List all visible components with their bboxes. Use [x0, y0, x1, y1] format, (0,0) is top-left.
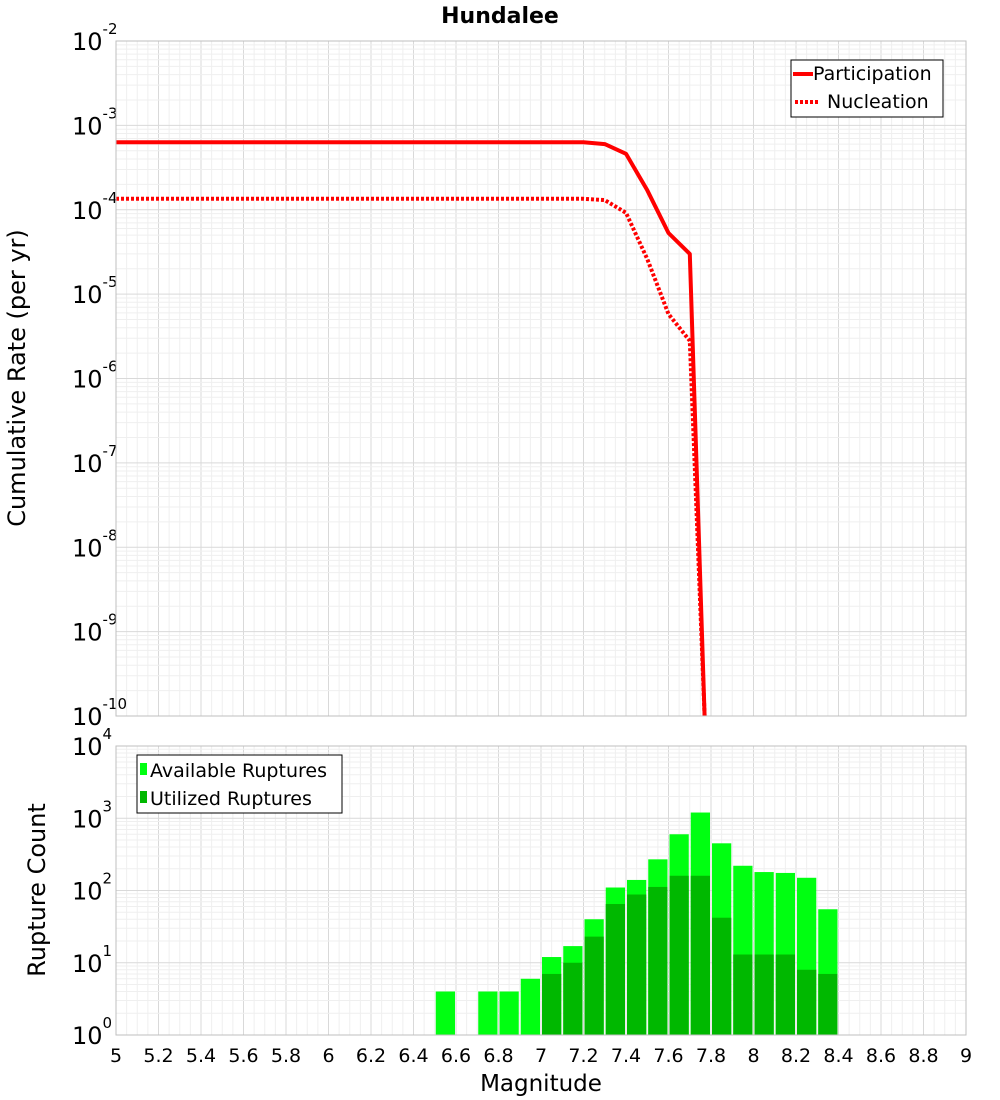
bar-available: [520, 978, 540, 1035]
rate-legend-box: [790, 59, 944, 118]
rate-y-axis: 10-2 10-3 10-4 10-5 10-6 10-7 10-8 10-9 10-10: [72, 20, 127, 731]
rate-y-tick-label: 10-9: [72, 611, 118, 647]
rate-y-tick-label: 10-10: [72, 695, 127, 731]
x-tick-label: 7.4: [611, 1045, 641, 1067]
bar-utilized: [669, 875, 689, 1035]
count-legend: Available Ruptures Utilized Ruptures: [136, 754, 343, 814]
bar-utilized: [648, 886, 668, 1035]
count-y-axis-label: Rupture Count: [23, 803, 51, 977]
rate-plot-frame: [115, 40, 967, 717]
x-tick-label: 5.4: [186, 1045, 216, 1067]
x-tick-label: 7.6: [653, 1045, 683, 1067]
x-tick-label: 5.8: [271, 1045, 301, 1067]
x-tick-label: 9: [960, 1045, 972, 1067]
legend-participation-label: Participation: [813, 63, 932, 85]
count-y-tick-label: 101: [72, 942, 112, 978]
count-y-tick-label: 102: [72, 870, 112, 906]
rate-y-tick-label: 10-5: [72, 273, 118, 309]
legend-utilized-swatch: [140, 791, 147, 803]
x-tick-label: 8.6: [866, 1045, 896, 1067]
nucleation-line: [116, 196, 707, 717]
legend-available-label: Available Ruptures: [150, 760, 327, 782]
rate-plot-grid: [115, 41, 967, 717]
bar-utilized: [605, 904, 625, 1035]
bar-utilized: [797, 969, 817, 1035]
chart-title: Hundalee: [441, 4, 559, 29]
x-tick-label: 5.6: [228, 1045, 258, 1067]
bar-utilized: [690, 875, 710, 1035]
bar-utilized: [733, 954, 753, 1035]
count-y-tick-label: 103: [72, 797, 112, 833]
x-tick-label: 6: [322, 1045, 334, 1067]
rate-legend: Participation Nucleation: [790, 59, 944, 118]
x-tick-label: 7: [535, 1045, 547, 1067]
count-y-tick-label: 104: [72, 725, 112, 761]
rate-y-tick-label: 10-6: [72, 358, 118, 394]
count-y-axis: 104 103 102 101 100: [72, 725, 112, 1050]
legend-utilized-label: Utilized Ruptures: [150, 788, 312, 810]
bar-utilized: [754, 954, 774, 1035]
bar-utilized: [563, 962, 583, 1035]
rate-y-tick-label: 10-2: [72, 20, 118, 56]
count-legend-box: [136, 754, 343, 814]
x-tick-label: 6.4: [398, 1045, 428, 1067]
x-axis-label: Magnitude: [480, 1071, 602, 1097]
bar-utilized: [775, 954, 795, 1035]
bar-utilized: [627, 894, 647, 1035]
rate-y-tick-label: 10-8: [72, 526, 118, 562]
bar-utilized: [818, 973, 838, 1035]
count-plot-frame: [115, 745, 967, 1036]
x-tick-label: 5.2: [143, 1045, 173, 1067]
bar-available: [499, 991, 519, 1035]
magnitude-x-axis: 5 5.2 5.4 5.6 5.8 6 6.2 6.4 6.6 6.8 7 7.2 7.4 7.6 7.8 8…: [110, 1045, 972, 1067]
participation-line: [116, 140, 707, 717]
x-tick-label: 5: [110, 1045, 122, 1067]
x-tick-label: 7.2: [568, 1045, 598, 1067]
bar-available: [435, 991, 455, 1035]
legend-available-swatch: [140, 763, 147, 775]
x-tick-label: 6.2: [356, 1045, 386, 1067]
x-tick-label: 8.4: [823, 1045, 853, 1067]
x-tick-label: 8.2: [781, 1045, 811, 1067]
x-tick-label: 8.8: [908, 1045, 938, 1067]
rate-plot-series: [116, 140, 707, 717]
bar-utilized: [584, 936, 604, 1035]
rate-y-tick-label: 10-3: [72, 104, 118, 140]
count-y-tick-label: 100: [72, 1014, 112, 1050]
count-plot-bars: [435, 812, 838, 1035]
bar-utilized: [542, 973, 562, 1035]
bar-available: [478, 991, 498, 1035]
x-tick-label: 7.8: [696, 1045, 726, 1067]
rate-y-tick-label: 10-4: [72, 189, 118, 225]
x-tick-label: 6.6: [441, 1045, 471, 1067]
rate-y-axis-label: Cumulative Rate (per yr): [3, 229, 31, 527]
legend-nucleation-label: Nucleation: [827, 91, 929, 113]
bar-utilized: [712, 917, 732, 1035]
x-tick-label: 6.8: [483, 1045, 513, 1067]
x-tick-label: 8: [747, 1045, 759, 1067]
rate-y-tick-label: 10-7: [72, 442, 118, 478]
